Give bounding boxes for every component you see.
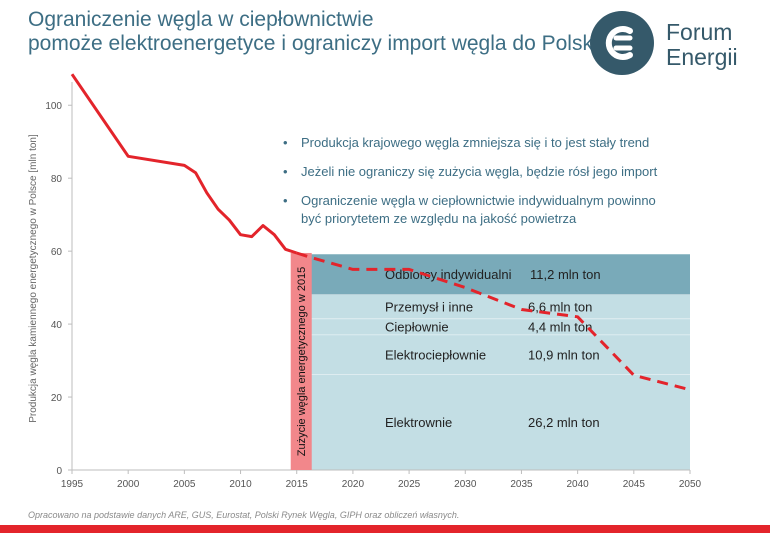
y-tick-label: 20 (51, 393, 63, 404)
x-tick-label: 2035 (510, 479, 533, 490)
source-footnote: Opracowano na podstawie danych ARE, GUS,… (28, 510, 460, 520)
block-sector-label: Odbiorcy indywidualni (385, 267, 512, 282)
production-forecast-line (296, 251, 691, 392)
bar-2015-label: Zużycie węgla energetycznego w 2015 (296, 267, 308, 457)
forum-energii-logo: Forum Energii (590, 11, 765, 75)
bullet-marker: • (283, 164, 288, 179)
consumption-block (296, 374, 690, 470)
block-sector-label: Ciepłownie (385, 320, 449, 335)
chart-title-line-1: Ograniczenie węgla w ciepłownictwie (28, 8, 374, 31)
x-tick-label: 1995 (61, 479, 84, 490)
block-value-label: 10,9 mln ton (528, 348, 600, 363)
logo-text-energii: Energii (666, 44, 738, 70)
x-tick-label: 2040 (567, 479, 590, 490)
block-value-label: 6,6 mln ton (528, 300, 592, 315)
y-tick-label: 0 (56, 466, 62, 477)
footer-red-bar (0, 525, 770, 533)
y-axis-label: Produkcja węgla kamiennego energetyczneg… (28, 134, 39, 423)
block-value-label: 11,2 mln ton (530, 267, 601, 282)
bullet-text: Jeżeli nie ograniczy się zużycia węgla, … (301, 164, 658, 179)
logo-wordmark: Forum Energii (666, 20, 738, 70)
x-tick-label: 2000 (117, 479, 140, 490)
bullet-marker: • (283, 135, 288, 150)
consumption-block (296, 318, 690, 335)
x-tick-label: 2025 (398, 479, 421, 490)
consumption-block (296, 253, 690, 295)
block-sector-label: Przemysł i inne (385, 300, 473, 315)
block-value-label: 4,4 mln ton (528, 320, 592, 335)
y-tick-label: 100 (45, 101, 62, 112)
bullet-text: Produkcja krajowego węgla zmniejsza się … (301, 135, 649, 150)
x-tick-label: 2005 (173, 479, 196, 490)
y-tick-label: 60 (51, 247, 63, 258)
y-tick-label: 80 (51, 174, 63, 185)
logo-mark-icon (590, 11, 654, 75)
x-tick-label: 2010 (229, 479, 252, 490)
bar-2015 (290, 252, 312, 470)
bullet-text: Ograniczenie węgla w ciepłownictwie indy… (301, 193, 656, 208)
block-sector-label: Elektrociepłownie (385, 348, 486, 363)
x-tick-label: 2015 (286, 479, 309, 490)
consumption-block (296, 334, 690, 375)
block-value-label: 26,2 mln ton (528, 415, 600, 430)
x-tick-label: 2045 (623, 479, 646, 490)
chart-title-line-2: pomoże elektroenergetyce i ograniczy imp… (28, 32, 598, 55)
y-tick-label: 40 (51, 320, 63, 331)
bullet-text: być priorytetem ze względu na jakość pow… (301, 211, 577, 226)
logo-text-forum: Forum (666, 19, 733, 45)
bullet-marker: • (283, 193, 288, 208)
x-tick-label: 2030 (454, 479, 477, 490)
production-history-line (70, 73, 298, 255)
chart-title: Ograniczenie węgla w ciepłownictwie pomo… (28, 8, 598, 56)
x-tick-label: 2050 (679, 479, 702, 490)
block-sector-label: Elektrownie (385, 415, 452, 430)
x-tick-label: 2020 (342, 479, 365, 490)
